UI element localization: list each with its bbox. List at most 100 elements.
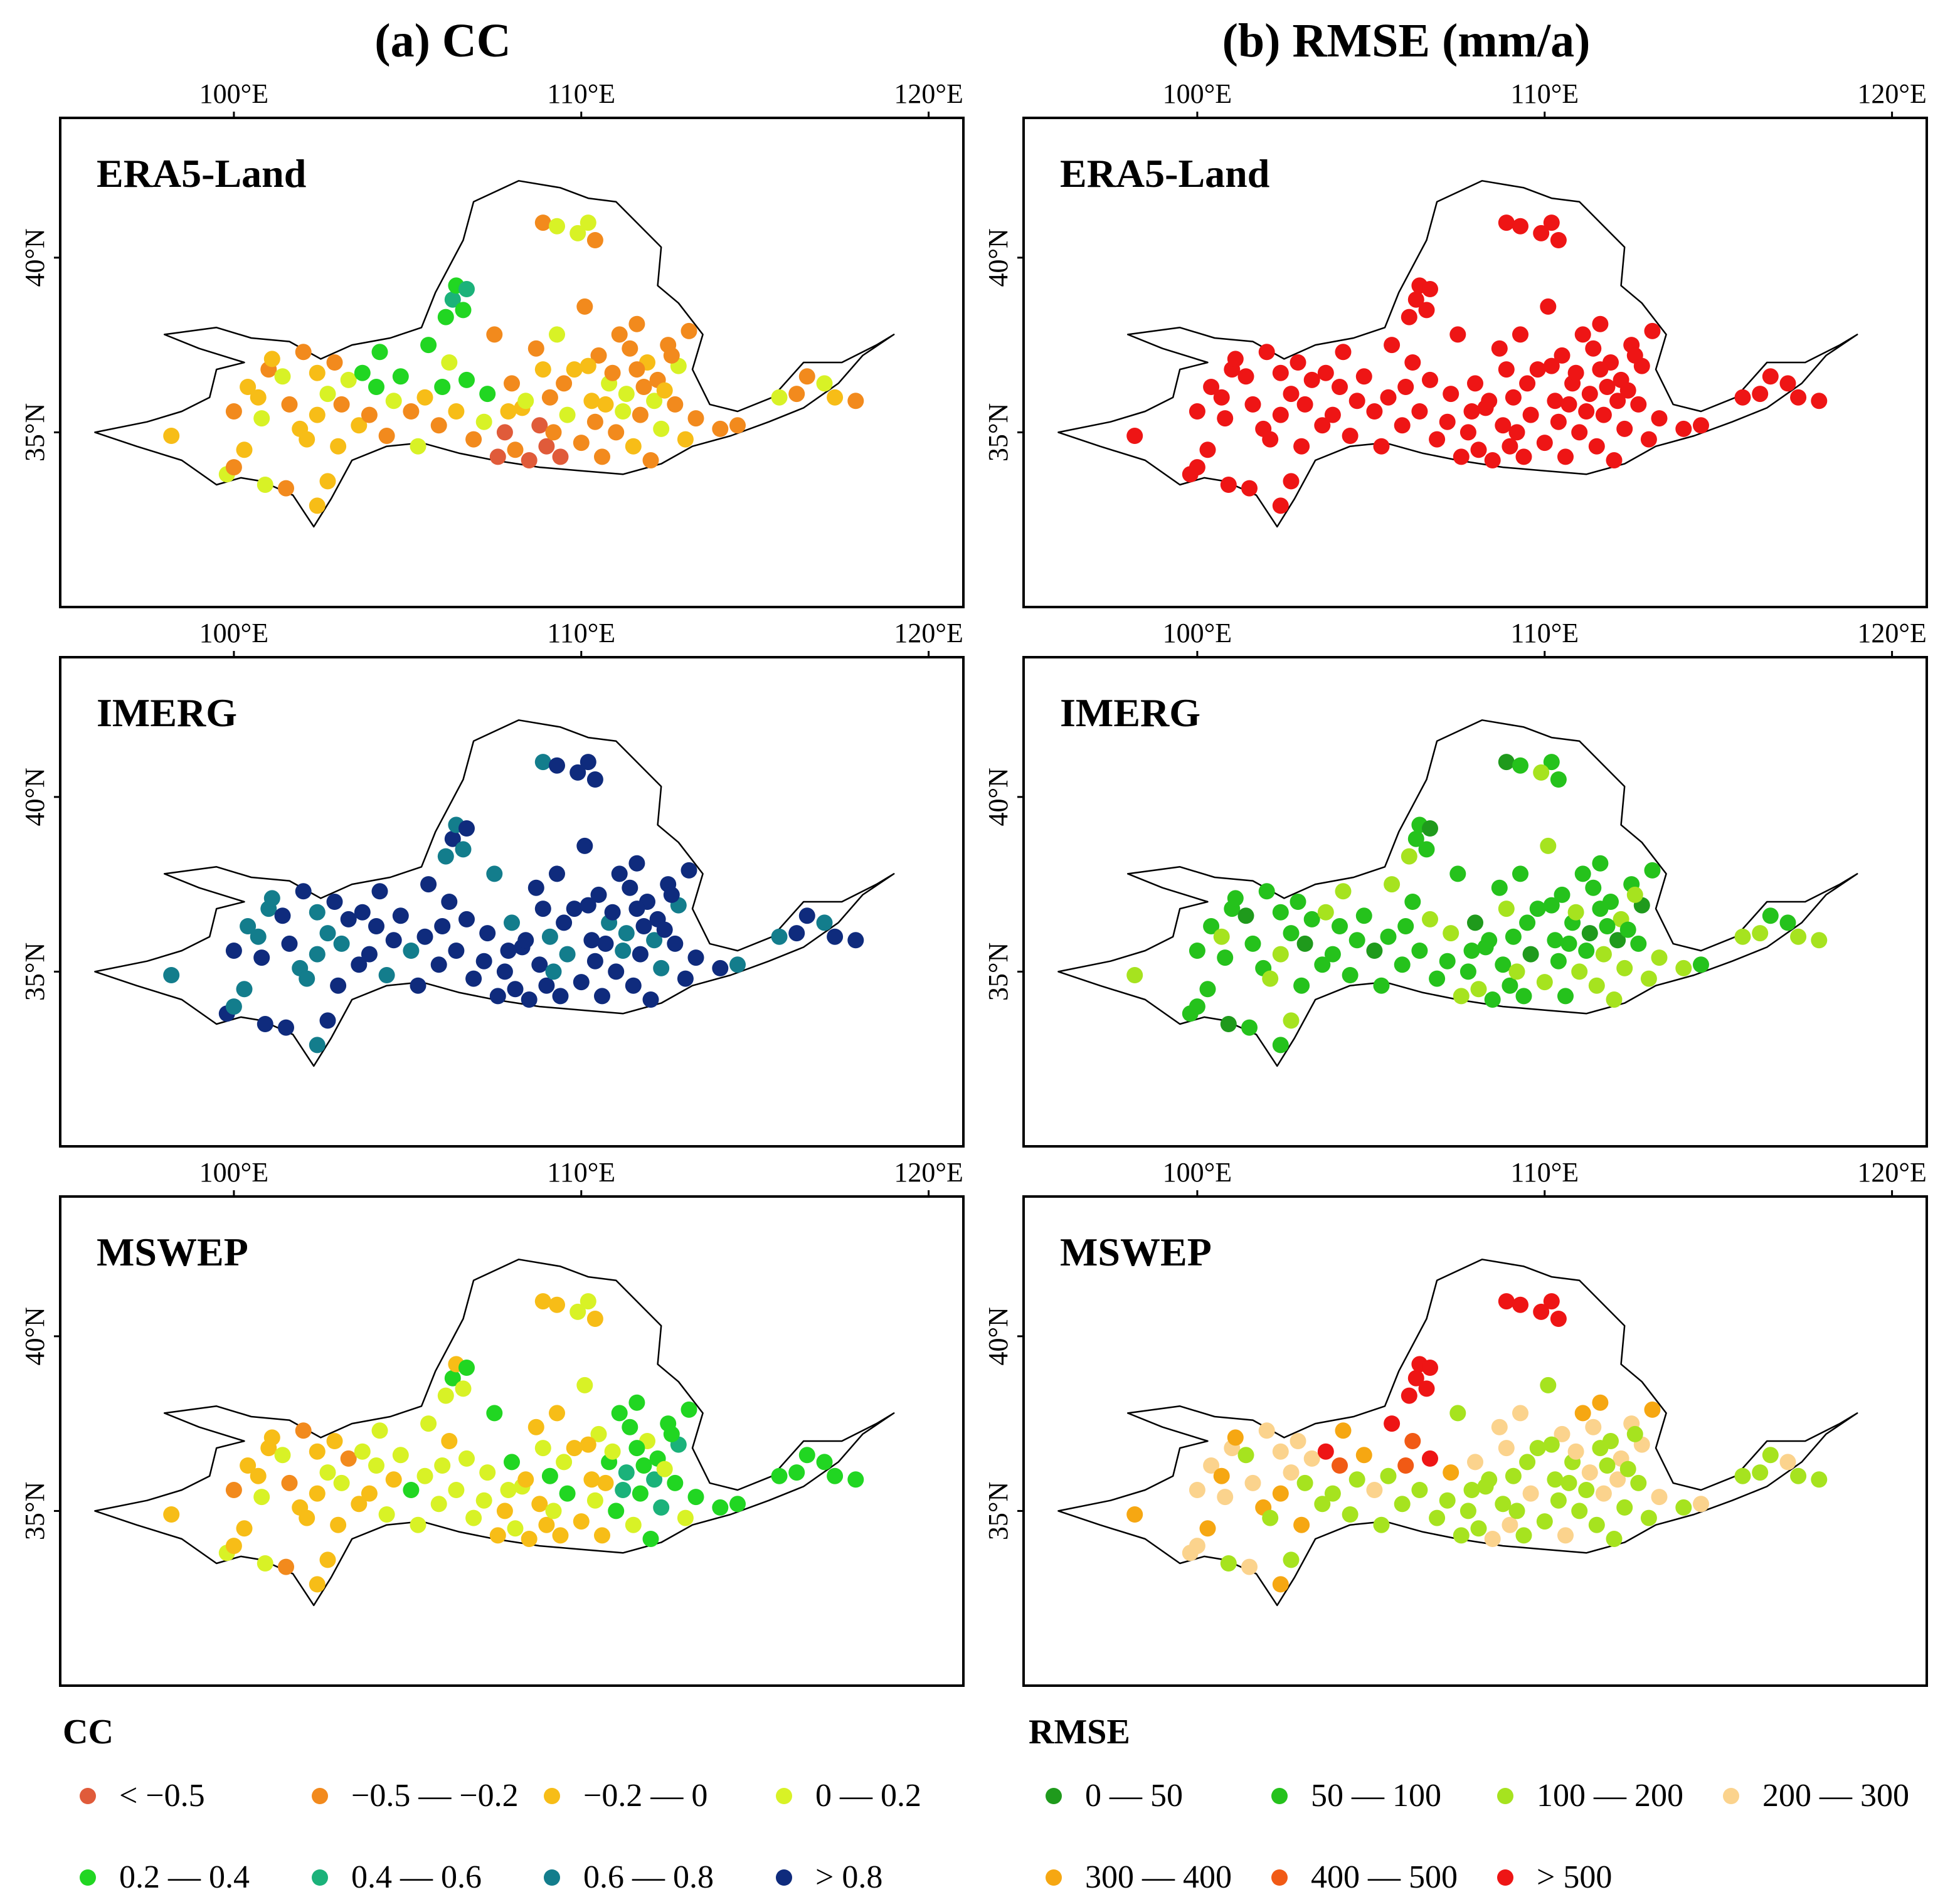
- station-point: [326, 1433, 343, 1449]
- station-point: [340, 1450, 357, 1467]
- station-point: [1348, 1471, 1365, 1488]
- station-point: [590, 347, 607, 364]
- station-point: [1512, 1405, 1528, 1422]
- x-tick-label: 100°E: [199, 78, 268, 109]
- legend-label: < −0.5: [119, 1778, 205, 1814]
- station-point: [1422, 371, 1438, 388]
- station-point: [552, 1527, 569, 1544]
- station-point: [632, 1485, 649, 1502]
- legend-swatch: [1271, 1788, 1288, 1804]
- station-point: [1599, 1457, 1616, 1474]
- station-point: [496, 963, 513, 980]
- station-point: [549, 865, 565, 882]
- station-point: [1578, 943, 1595, 959]
- station-point: [1189, 459, 1205, 476]
- station-point: [1540, 837, 1557, 854]
- station-point: [281, 396, 298, 413]
- x-tick-label: 120°E: [894, 78, 963, 109]
- station-point: [486, 326, 503, 343]
- station-point: [569, 764, 586, 781]
- station-point: [434, 1457, 451, 1474]
- station-point: [448, 403, 465, 420]
- station-point: [1630, 1474, 1647, 1491]
- station-point: [1550, 1311, 1567, 1327]
- legend-swatch: [776, 1788, 792, 1804]
- station-point: [1693, 417, 1709, 434]
- x-tick-label: 100°E: [199, 618, 268, 648]
- station-point: [1533, 1303, 1550, 1320]
- station-point: [1373, 977, 1390, 994]
- station-point: [458, 820, 475, 837]
- station-point: [1335, 883, 1352, 900]
- station-point: [274, 907, 291, 924]
- station-point: [1508, 963, 1525, 980]
- station-point: [615, 403, 632, 420]
- station-point: [458, 1450, 475, 1467]
- legend-label: 0 — 0.2: [815, 1778, 921, 1814]
- station-point: [1335, 344, 1352, 361]
- station-point: [1762, 907, 1779, 924]
- station-point: [1502, 977, 1518, 994]
- station-point: [681, 322, 697, 339]
- station-point: [330, 1516, 347, 1533]
- station-point: [541, 928, 558, 945]
- legend-label: −0.2 — 0: [583, 1778, 707, 1814]
- station-point: [1258, 883, 1275, 900]
- station-point: [556, 375, 573, 392]
- station-point: [420, 1415, 437, 1432]
- station-point: [611, 326, 628, 343]
- station-point: [1314, 417, 1331, 434]
- station-point: [1550, 232, 1567, 248]
- station-point: [1585, 340, 1602, 357]
- station-point: [319, 1464, 336, 1481]
- station-point: [378, 967, 395, 983]
- station-point: [295, 344, 312, 361]
- legend-label: 300 — 400: [1085, 1859, 1232, 1895]
- station-point: [1258, 344, 1275, 361]
- station-point: [1324, 406, 1341, 423]
- legend-label: 100 — 200: [1537, 1778, 1683, 1814]
- station-point: [1529, 361, 1546, 378]
- station-point: [1272, 1037, 1289, 1054]
- station-point: [549, 1296, 565, 1313]
- station-point: [1547, 932, 1564, 949]
- station-point: [465, 970, 482, 987]
- station-point: [1449, 865, 1466, 882]
- station-point: [1293, 1516, 1310, 1533]
- panel-label: ERA5-Land: [97, 151, 306, 196]
- station-point: [545, 963, 562, 980]
- station-point: [1422, 1450, 1438, 1467]
- station-point: [465, 431, 482, 448]
- station-point: [1675, 959, 1692, 976]
- station-point: [1557, 988, 1574, 1005]
- station-point: [590, 886, 607, 903]
- legend-swatch: [1271, 1869, 1288, 1886]
- station-point: [1227, 351, 1244, 367]
- x-tick-label: 110°E: [547, 618, 615, 648]
- station-point: [416, 389, 433, 406]
- station-point: [1355, 907, 1372, 924]
- station-point: [1244, 935, 1261, 952]
- station-point: [534, 214, 551, 231]
- station-point: [1394, 1496, 1411, 1513]
- station-point: [392, 368, 409, 385]
- station-point: [1217, 1489, 1234, 1506]
- legend-swatch: [80, 1869, 96, 1886]
- station-point: [1220, 1555, 1237, 1572]
- station-point: [1429, 431, 1446, 448]
- x-tick-label: 100°E: [1163, 78, 1232, 109]
- station-point: [368, 918, 384, 934]
- station-point: [257, 1016, 273, 1032]
- station-point: [1734, 1467, 1751, 1484]
- station-point: [1453, 1527, 1470, 1544]
- station-point: [1606, 1531, 1623, 1547]
- station-point: [646, 932, 663, 949]
- station-point: [1404, 894, 1421, 910]
- station-point: [1459, 1503, 1476, 1519]
- station-point: [531, 417, 548, 434]
- station-point: [354, 364, 371, 381]
- station-point: [444, 830, 461, 847]
- station-point: [416, 1467, 433, 1484]
- station-point: [1626, 886, 1643, 903]
- station-point: [309, 1485, 326, 1502]
